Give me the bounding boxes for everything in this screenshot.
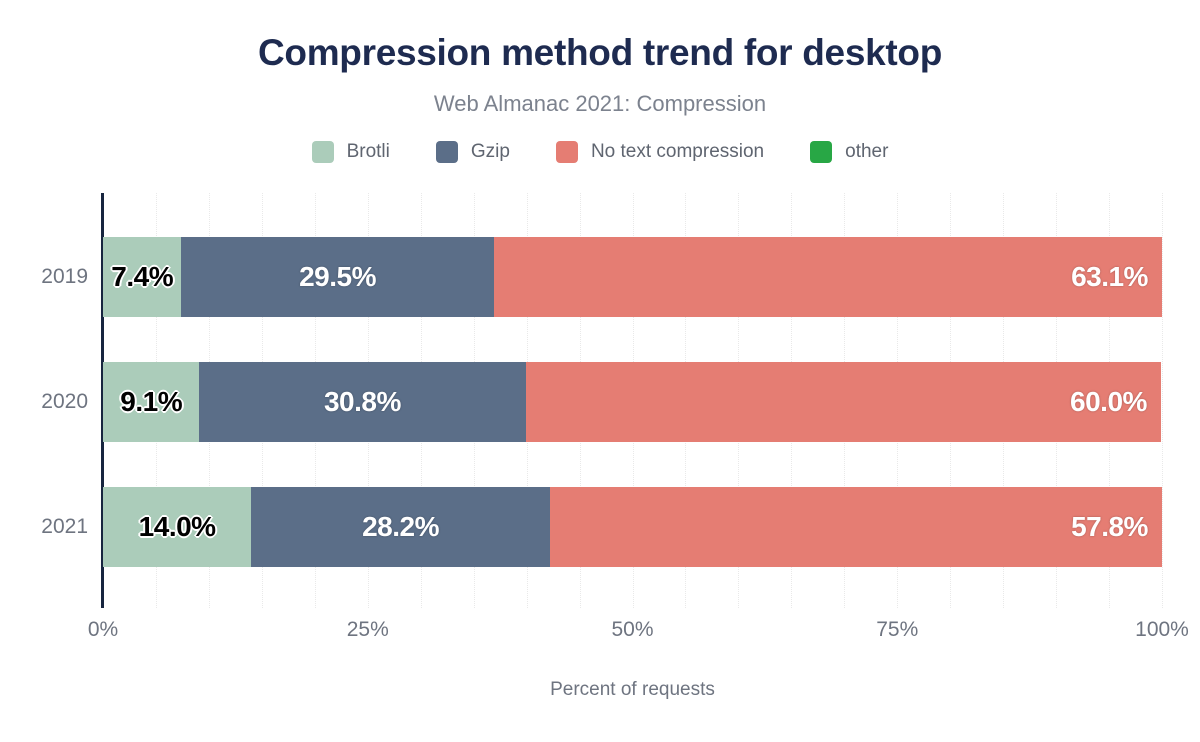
bar-2021-brotli: 14.0% <box>103 487 252 567</box>
gridline-100 <box>1162 193 1163 608</box>
category-label-2020: 2020 <box>41 390 88 413</box>
bar-2021-brotli-value: 14.0% <box>138 511 216 542</box>
bar-2019: 7.4% 29.5% 63.1% <box>103 237 1162 317</box>
bar-2019-gzip: 29.5% <box>181 237 494 317</box>
legend-item-no-text-compression: No text compression <box>555 141 765 163</box>
bar-2019-no-text-compression: 63.1% <box>493 237 1162 317</box>
legend-item-gzip: Gzip <box>435 141 510 163</box>
chart-subtitle: Web Almanac 2021: Compression <box>433 91 767 116</box>
bar-2019-no-text-compression-value: 63.1% <box>1071 261 1148 292</box>
bar-2020-brotli: 9.1% <box>103 362 200 442</box>
bar-2019-brotli: 7.4% <box>103 237 182 317</box>
legend-swatch-no-text-compression <box>555 141 578 163</box>
bar-2021-gzip-value: 28.2% <box>362 511 440 542</box>
legend-label-other: other <box>845 141 889 162</box>
category-label-2021: 2021 <box>41 515 88 538</box>
x-axis-title: Percent of requests <box>550 679 715 700</box>
x-tick-0: 0% <box>87 618 119 641</box>
x-tick-100: 100% <box>1135 618 1189 641</box>
bar-2020-brotli-value: 9.1% <box>120 386 183 417</box>
legend: Brotli Gzip No text compression other <box>0 141 1200 163</box>
x-tick-25: 25% <box>346 618 389 641</box>
x-tick-75: 75% <box>876 618 919 641</box>
legend-swatch-other <box>810 141 833 163</box>
legend-item-other: other <box>810 141 888 163</box>
x-axis-ticks: 0% 25% 50% 75% 100% <box>88 618 1189 644</box>
plot-area: 7.4% 29.5% 63.1% 9.1% 30.8% 60.0% 14.0% 28.2% 57… <box>101 193 1163 608</box>
bar-2021-gzip: 28.2% <box>251 487 550 567</box>
chart-title: Compression method trend for desktop <box>257 32 943 73</box>
bar-2020-gzip: 30.8% <box>199 362 526 442</box>
bar-2021: 14.0% 28.2% 57.8% <box>103 487 1162 567</box>
legend-label-gzip: Gzip <box>470 141 510 162</box>
bar-2020-no-text-compression: 60.0% <box>525 362 1161 442</box>
bar-2020: 9.1% 30.8% 60.0% <box>103 362 1162 442</box>
x-tick-50: 50% <box>611 618 654 641</box>
category-axis: 2019 2020 2021 <box>0 193 88 608</box>
legend-item-brotli: Brotli <box>311 141 390 163</box>
bar-2020-gzip-value: 30.8% <box>323 386 401 417</box>
category-label-2019: 2019 <box>41 265 88 288</box>
bar-2021-no-text-compression-value: 57.8% <box>1071 511 1148 542</box>
bar-2020-no-text-compression-value: 60.0% <box>1070 386 1147 417</box>
bar-2021-no-text-compression: 57.8% <box>549 487 1162 567</box>
y-axis-line <box>101 193 104 608</box>
bar-2019-gzip-value: 29.5% <box>299 261 376 292</box>
bar-2019-brotli-value: 7.4% <box>111 261 174 292</box>
legend-label-brotli: Brotli <box>346 141 390 162</box>
legend-swatch-brotli <box>311 141 334 163</box>
legend-swatch-gzip <box>435 141 458 163</box>
legend-label-no-text-compression: No text compression <box>590 141 765 162</box>
